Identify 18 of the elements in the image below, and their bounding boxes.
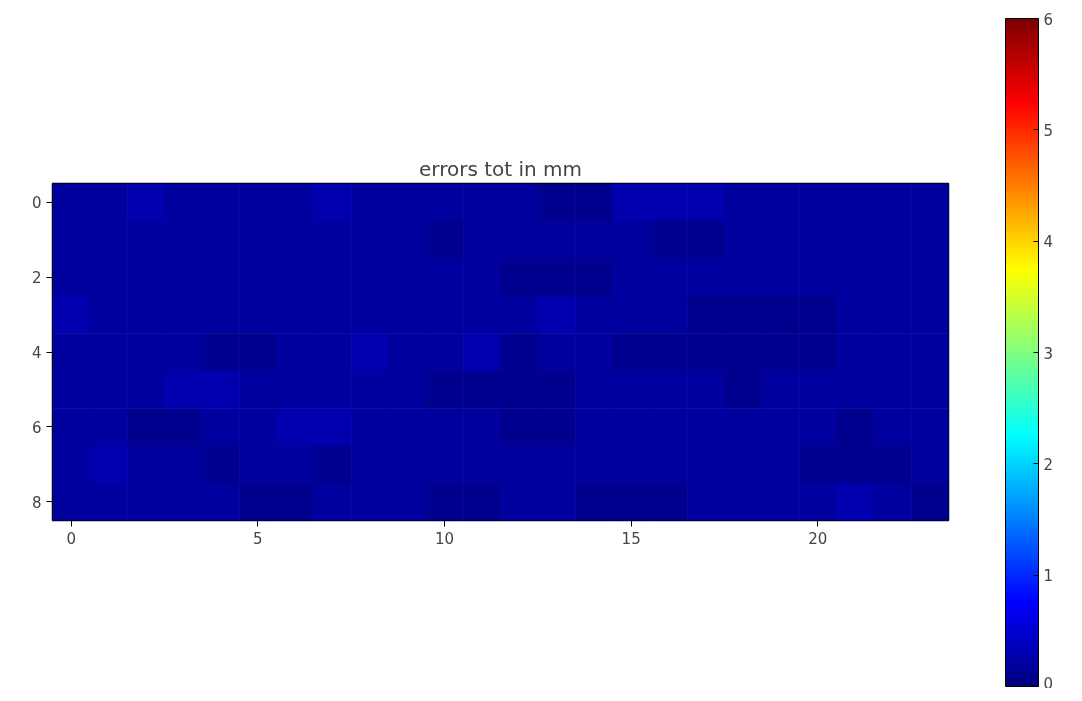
y-tick-label: 6 bbox=[31, 418, 42, 437]
x-tick-label: 5 bbox=[253, 529, 263, 548]
color-bar-label: 0 bbox=[1043, 674, 1054, 693]
y-tick-label: 0 bbox=[31, 194, 42, 213]
x-tick-label: 10 bbox=[434, 529, 455, 548]
x-tick-label: 0 bbox=[66, 529, 76, 548]
color-bar-label: 5 bbox=[1043, 121, 1054, 140]
color-bar-label: 1 bbox=[1043, 567, 1054, 586]
color-bar-label: 2 bbox=[1043, 455, 1054, 474]
y-tick-label: 2 bbox=[31, 269, 42, 288]
y-tick-label: 8 bbox=[31, 493, 42, 512]
chart-title: errors tot in mm bbox=[418, 156, 583, 181]
color-bar-label: 4 bbox=[1043, 233, 1054, 252]
color-bar-label: 6 bbox=[1043, 10, 1054, 29]
color-bar-label: 3 bbox=[1043, 344, 1054, 363]
x-tick-label: 20 bbox=[808, 529, 828, 548]
y-tick-label: 4 bbox=[31, 344, 42, 362]
x-tick-label: 15 bbox=[621, 529, 641, 548]
